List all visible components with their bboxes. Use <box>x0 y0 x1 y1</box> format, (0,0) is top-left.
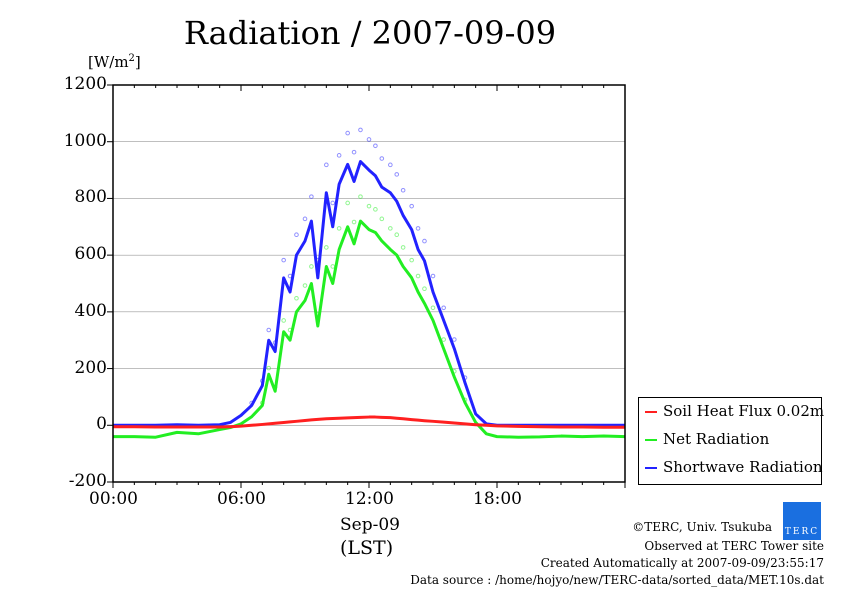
data-point <box>336 226 342 231</box>
data-point <box>462 375 468 380</box>
y-tick-label: 800 <box>74 187 107 208</box>
x-tick-label: 12:00 <box>345 489 394 509</box>
terc-logo: TERC <box>783 502 821 540</box>
series-line-shortwave-radiation <box>113 160 625 427</box>
data-point <box>409 203 414 209</box>
chart-title: Radiation / 2007-09-09 <box>183 14 557 52</box>
x-axis-label: Sep-09 <box>340 515 400 535</box>
data-point <box>260 400 265 406</box>
y-tick-label: 1200 <box>63 74 107 94</box>
legend-item: Soil Heat Flux 0.02m <box>645 402 824 420</box>
data-point <box>422 286 427 292</box>
data-point <box>336 153 342 158</box>
data-point <box>309 264 314 269</box>
data-point <box>409 257 414 263</box>
data-point <box>351 149 357 155</box>
y-tick-label: 0 <box>96 414 107 435</box>
data-point <box>400 187 406 193</box>
data-point <box>379 216 385 222</box>
legend: Soil Heat Flux 0.02m Net Radiation Shortwa… <box>638 397 824 485</box>
data-point <box>324 162 329 168</box>
data-point <box>388 162 393 168</box>
data-point <box>373 207 378 212</box>
data-point <box>266 365 272 371</box>
data-point <box>260 378 265 384</box>
data-point <box>281 318 286 323</box>
data-point <box>415 226 421 231</box>
data-point <box>249 400 254 406</box>
created-text: Created Automatically at 2007-09-09/23:5… <box>540 556 824 570</box>
data-point <box>287 273 293 279</box>
data-point <box>373 143 378 149</box>
data-point <box>441 337 446 342</box>
data-point <box>302 216 308 222</box>
data-point <box>394 232 400 238</box>
x-axis-label-lst: (LST) <box>340 537 394 559</box>
data-point <box>430 273 436 279</box>
legend-label: Shortwave Radiation <box>663 458 823 476</box>
data-point <box>351 219 357 225</box>
data-point <box>324 245 329 250</box>
data-point <box>315 311 321 317</box>
y-tick-label: 200 <box>74 357 107 378</box>
y-tick-label: 400 <box>74 300 107 321</box>
data-point <box>441 305 446 311</box>
observed-text: Observed at TERC Tower site <box>644 539 824 553</box>
source-text: Data source : /home/hojyo/new/TERC-data/… <box>410 573 824 587</box>
data-point <box>287 327 293 333</box>
legend-swatch <box>645 467 657 469</box>
series-line-soil-heat-flux-0-02m <box>113 415 625 429</box>
data-point <box>309 194 314 199</box>
data-point <box>366 137 372 142</box>
data-point <box>281 257 286 263</box>
legend-label: Soil Heat Flux 0.02m <box>663 402 825 420</box>
legend-item: Shortwave Radiation <box>645 458 823 476</box>
plot-frame <box>112 84 626 483</box>
data-point <box>294 232 299 238</box>
y-axis-unit: [W/m2] <box>88 53 141 71</box>
data-point <box>294 295 299 301</box>
data-point <box>358 127 363 133</box>
data-point <box>345 200 350 206</box>
data-point <box>430 305 436 311</box>
data-point <box>315 257 321 263</box>
data-point <box>400 245 406 250</box>
data-point <box>452 337 457 342</box>
data-point <box>388 226 393 231</box>
data-point <box>266 327 272 333</box>
y-tick-label: -200 <box>68 471 107 491</box>
y-tick-label: 600 <box>74 244 107 265</box>
data-point <box>394 172 400 177</box>
data-point <box>330 200 336 206</box>
data-point <box>379 156 385 161</box>
data-point <box>272 384 278 390</box>
data-point <box>366 203 372 209</box>
data-point <box>330 264 336 269</box>
data-point <box>422 238 427 244</box>
legend-swatch <box>645 411 657 413</box>
data-point <box>415 273 421 279</box>
x-tick-label: 18:00 <box>473 489 522 509</box>
legend-label: Net Radiation <box>663 430 770 448</box>
data-point <box>452 368 457 374</box>
data-point <box>358 194 363 199</box>
y-tick-label: 1000 <box>63 130 107 151</box>
x-tick-label: 00:00 <box>89 489 138 509</box>
data-point <box>302 283 308 288</box>
data-point <box>272 340 278 346</box>
legend-item: Net Radiation <box>645 430 769 448</box>
copyright-text: ©TERC, Univ. Tsukuba <box>632 520 772 534</box>
series-line-net-radiation <box>113 219 626 439</box>
legend-swatch <box>645 439 657 441</box>
x-tick-label: 06:00 <box>217 489 266 509</box>
data-point <box>462 397 468 403</box>
data-point <box>345 130 350 136</box>
